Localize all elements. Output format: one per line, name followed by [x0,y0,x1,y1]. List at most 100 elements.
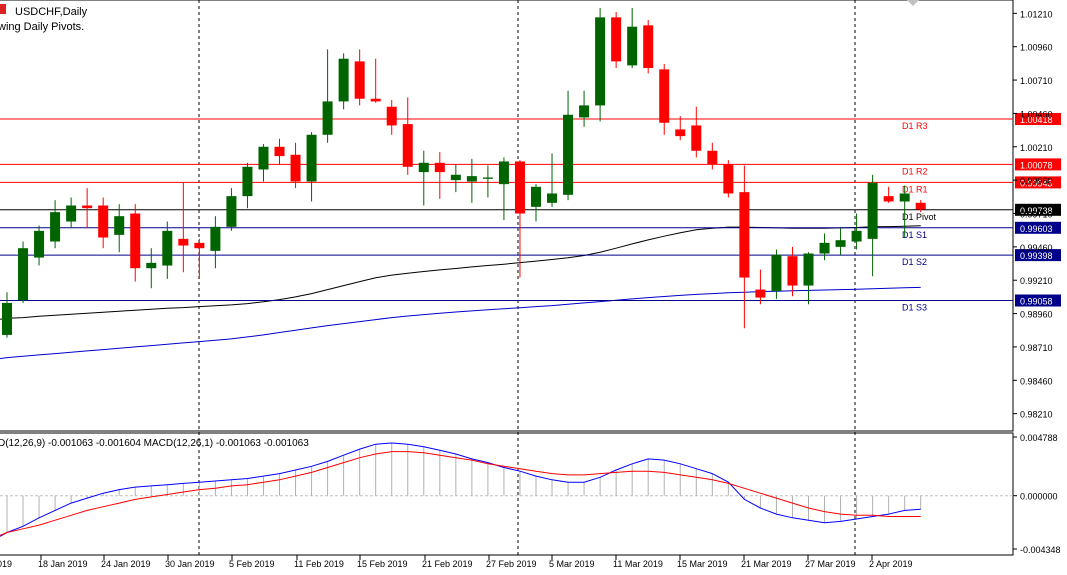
macd-main-line [0,442,921,537]
candle-30 [482,165,493,198]
price-tick-label-11: 0.98460 [1020,376,1053,386]
macd-indicator [0,442,1013,537]
candle-32 [514,160,525,278]
date-tick-label-14: 2 Apr 2019 [869,559,913,569]
candle-33 [530,184,541,222]
price-tick-label-2: 1.00710 [1020,76,1053,86]
candle-1 [18,241,29,303]
candle-38 [611,12,622,69]
macd-axis: 0.004788 0.000000 -0.004348 [1013,433,1061,555]
candle-55 [883,186,894,203]
candle-35 [563,90,574,201]
pivot-price-badge-3 [1015,203,1061,216]
candle-9 [146,248,157,289]
date-tick-label-4: 5 Feb 2019 [229,559,275,569]
candle-54 [867,174,878,277]
macd-tick-label-2: -0.004348 [1020,545,1061,555]
candle-43 [691,106,702,158]
pivot-price-badge-2 [1015,176,1061,189]
price-tick-label-9: 0.98960 [1020,310,1053,320]
candle-47 [755,269,766,305]
pivot-price-badge-0 [1015,113,1061,125]
date-tick-label-7: 21 Feb 2019 [422,559,473,569]
chart-symbol-title: USDCHF,Daily [15,6,88,18]
price-tick-label-10: 0.98710 [1020,343,1053,353]
pivot-price-text-1: 1.00078 [1020,160,1053,170]
symbol-icon [0,4,6,14]
candle-2 [34,225,45,266]
candle-3 [50,200,61,249]
candle-41 [659,64,670,135]
candle-50 [803,252,814,305]
candle-8 [130,204,141,282]
macd-signal-line [0,451,921,536]
candle-45 [723,160,734,198]
candle-49 [787,246,798,297]
candle-39 [627,8,638,69]
candle-18 [290,142,301,189]
candle-20 [322,49,333,143]
pivot-price-badge-1 [1015,158,1061,171]
date-axis: 2019 18 Jan 2019 24 Jan 2019 30 Jan 2019 5 F… [0,555,913,569]
candle-42 [675,116,686,141]
price-tick-label-7: 0.99460 [1020,243,1053,253]
price-axis: 1.01210 1.00960 1.00710 1.00460 1.00210 0.999… [1013,9,1053,420]
candle-46 [739,165,750,329]
candle-22 [354,49,365,106]
pivot-price-badge-4 [1015,221,1061,234]
price-panel-frame [0,0,1014,432]
pivot-price-text-2: 0.99943 [1020,178,1053,188]
price-tick-label-3: 1.00460 [1020,109,1053,119]
pivot-price-text-0: 1.00418 [1020,115,1053,125]
candle-4 [66,197,77,229]
price-tick-label-1: 1.00960 [1020,43,1053,53]
pivot-label-2: D1 R1 [902,184,928,194]
price-tick-label-5: 0.99960 [1020,176,1053,186]
candle-21 [338,53,349,110]
pivot-price-badge-5 [1015,249,1061,262]
candle-53 [851,213,862,250]
chart-shift-marker[interactable] [907,0,919,6]
candle-34 [547,153,558,207]
date-tick-label-8: 27 Feb 2019 [486,559,537,569]
candlesticks [2,8,926,338]
pivot-label-4: D1 S1 [902,230,927,240]
macd-label: D(12,26,9) -0.001063 -0.001604 MACD(12,2… [0,438,309,449]
pivot-price-text-5: 0.99398 [1020,251,1053,261]
pivot-label-1: D1 R2 [902,166,928,176]
ma-blue-line [0,286,921,360]
price-tick-label-12: 0.98210 [1020,410,1053,420]
pivot-label-5: D1 S2 [902,257,927,267]
candle-36 [579,90,590,127]
candle-44 [707,142,718,170]
candle-26 [418,150,429,206]
candle-19 [306,132,317,202]
candle-13 [210,216,221,269]
price-tick-label-8: 0.99210 [1020,276,1053,286]
candle-5 [82,188,93,229]
candle-12 [194,238,205,279]
candle-7 [114,204,125,253]
indicator-name: wing Daily Pivots. [0,21,84,33]
candle-10 [162,221,173,279]
pivot-price-text-4: 0.99603 [1020,224,1053,234]
candle-37 [595,8,606,122]
candle-56 [899,185,910,238]
pivot-price-text-3: 0.99738 [1020,206,1053,216]
date-tick-label-1: 18 Jan 2019 [38,559,88,569]
candle-16 [258,144,269,182]
price-tick-label-0: 1.01210 [1020,9,1053,19]
macd-tick-label-1: 0.000000 [1020,492,1058,502]
date-tick-label-10: 11 Mar 2019 [613,559,663,569]
candle-6 [98,197,109,249]
date-tick-label-6: 15 Feb 2019 [357,559,408,569]
pivot-label-6: D1 S3 [902,303,927,313]
candle-51 [819,233,830,261]
candle-57 [915,200,926,213]
macd-tick-label-0: 0.004788 [1020,433,1058,443]
candle-14 [226,188,237,231]
date-tick-label-13: 27 Mar 2019 [805,559,856,569]
candle-52 [835,228,846,255]
candle-11 [178,182,189,273]
